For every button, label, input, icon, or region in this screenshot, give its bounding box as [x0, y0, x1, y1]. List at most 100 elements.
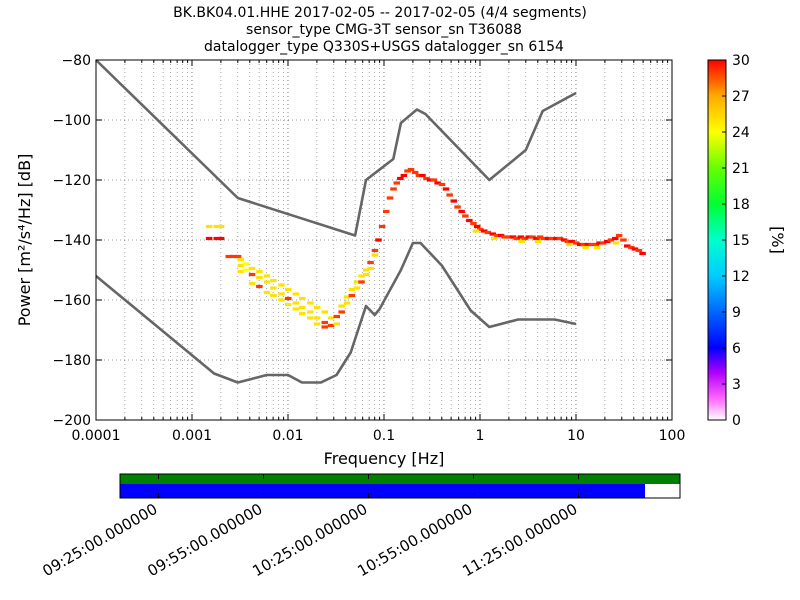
psd-cell — [639, 251, 646, 256]
high-noise-model-line — [95, 59, 577, 237]
psd-cell — [278, 298, 285, 302]
x-axis-label: Frequency [Hz] — [324, 449, 445, 468]
psd-cell — [270, 293, 277, 298]
psd-cell — [256, 284, 263, 289]
psd-cell — [577, 242, 584, 247]
coverage-frame — [119, 473, 681, 499]
psd-cell — [248, 281, 256, 286]
psd-cell — [256, 275, 263, 280]
colorbar-tick-label: 15 — [732, 233, 750, 249]
psd-cell — [205, 236, 213, 241]
psd-cell — [450, 199, 457, 203]
psd-cell — [393, 181, 400, 185]
psd-cell — [358, 274, 365, 278]
psd-cell — [588, 242, 595, 247]
psd-cell — [509, 235, 517, 239]
psd-cell — [533, 236, 540, 241]
colorbar-tick-label: 12 — [732, 269, 750, 285]
main-plot: 0.0001 0.001 0.01 0.1 1 10 100 −200 −180 −160 −14… — [15, 53, 685, 468]
psd-cell — [442, 187, 450, 191]
psd-cell — [411, 170, 419, 175]
psd-cell — [568, 239, 576, 244]
psd-cell — [270, 278, 277, 283]
psd-cell — [321, 320, 328, 325]
psd-cell — [489, 232, 496, 236]
psd-cell — [592, 242, 600, 247]
y-tick-label: −80 — [61, 53, 91, 69]
psd-cell — [285, 302, 292, 307]
psd-cell — [603, 239, 611, 244]
psd-cell — [213, 236, 220, 241]
psd-cell — [363, 272, 370, 277]
psd-cell — [493, 233, 501, 238]
title-line-3: datalogger_type Q330S+USGS datalogger_sn… — [204, 39, 564, 55]
psd-cell — [596, 241, 603, 245]
psd-cell — [333, 322, 340, 326]
psd-cell — [536, 235, 544, 239]
psd-cell — [375, 238, 382, 242]
psd-cell — [517, 235, 525, 239]
title-line-2: sensor_type CMG-3T sensor_sn T36088 — [246, 22, 522, 38]
psd-cell — [434, 181, 441, 185]
colorbar-tick-label: 30 — [732, 53, 750, 69]
psd-cell — [263, 290, 271, 295]
psd-cell — [263, 274, 271, 278]
psd-cell — [278, 283, 285, 287]
psd-cell — [299, 311, 306, 316]
psd-cell — [367, 266, 374, 271]
psd-cell — [513, 236, 520, 241]
psd-cell — [333, 314, 340, 319]
psd-cell — [404, 169, 411, 173]
psd-cell — [237, 263, 244, 268]
title-line-1: BK.BK04.01.HHE 2017-02-05 -- 2017-02-05 … — [173, 5, 587, 21]
psd-cell — [371, 253, 379, 257]
psd-cell — [525, 235, 532, 239]
y-tick-label: −100 — [53, 113, 91, 129]
psd-cell — [242, 262, 249, 266]
psd-cell — [474, 224, 481, 229]
psd-cell — [580, 242, 588, 247]
psd-cell — [584, 242, 592, 247]
psd-cell — [556, 236, 564, 241]
psd-cell — [544, 236, 552, 241]
psd-cell — [205, 224, 213, 229]
noise-models — [95, 59, 577, 384]
psd-cell — [631, 247, 639, 251]
y-axis-ticks: −200 −180 −160 −140 −120 −100 −80 — [53, 53, 672, 429]
psd-cell — [348, 287, 356, 292]
psd-cell — [582, 245, 589, 250]
x-tick-label: 0.0001 — [72, 428, 121, 444]
psd-cell — [607, 238, 615, 242]
psd-cell — [343, 295, 351, 299]
psd-cell — [348, 293, 356, 298]
psd-cell — [237, 257, 244, 262]
psd-cell — [237, 269, 244, 274]
coverage-psd-bar — [120, 484, 645, 498]
psd-cell — [481, 229, 488, 233]
psd-cell — [378, 224, 386, 229]
psd-cell — [307, 316, 314, 320]
psd-cell — [484, 230, 492, 235]
figure-title: BK.BK04.01.HHE 2017-02-05 -- 2017-02-05 … — [173, 5, 587, 55]
psd-cell — [292, 307, 300, 311]
psd-cell — [458, 209, 465, 214]
colorbar: 0 3 6 9 12 15 18 21 24 27 30 [%] — [707, 53, 787, 429]
psd-cell — [407, 167, 415, 172]
psd-cell — [501, 235, 508, 239]
psd-cell — [521, 236, 528, 241]
psd-cell — [540, 236, 548, 241]
psd-cell — [242, 268, 249, 272]
colorbar-tick-label: 0 — [732, 413, 741, 429]
psd-cell — [278, 292, 285, 296]
psd-cell — [234, 254, 242, 259]
psd-cell — [620, 238, 627, 242]
x-tick-label: 1 — [476, 428, 485, 444]
psd-cell — [529, 235, 536, 239]
colorbar-tick-label: 3 — [732, 377, 741, 393]
low-noise-model-line — [95, 241, 577, 384]
psd-cell — [338, 304, 345, 308]
psd-cell — [321, 325, 328, 329]
psd-cell — [593, 245, 601, 250]
psd-cell — [615, 233, 623, 238]
